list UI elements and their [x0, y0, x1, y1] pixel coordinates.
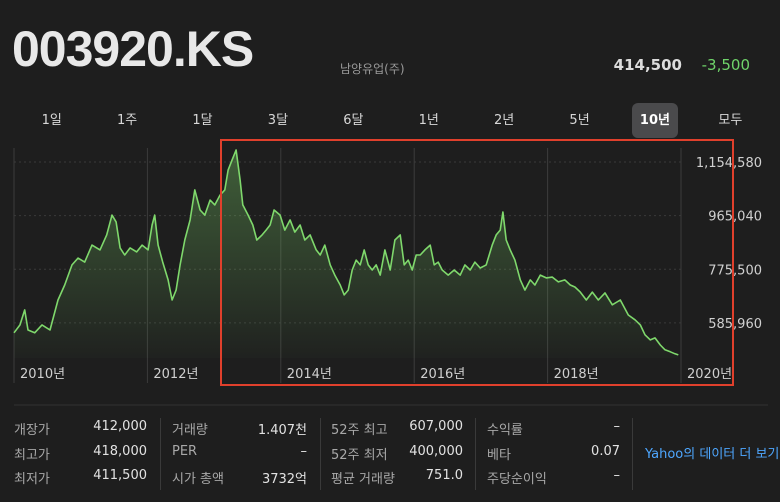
range-tab[interactable]: 1주 — [89, 102, 164, 140]
x-tick-label: 2014년 — [287, 367, 332, 382]
range-tab[interactable]: 1년 — [391, 102, 466, 140]
range-tab[interactable]: 1일 — [14, 102, 89, 140]
range-tab[interactable]: 1달 — [165, 102, 240, 140]
stat-row: 최고가 418,000 — [14, 443, 147, 463]
tab-label: 모두 — [718, 113, 743, 128]
range-tab[interactable]: 6달 — [316, 102, 391, 140]
stat-value: – — [613, 419, 621, 434]
tab-label: 6달 — [343, 113, 364, 128]
y-tick-label: 585,960 — [708, 317, 762, 332]
stat-label: 베타 — [487, 447, 511, 463]
price-change: -3,500 — [701, 56, 750, 74]
separator — [160, 418, 161, 490]
stat-label: 52주 최고 — [331, 423, 388, 438]
stat-label: 최고가 — [14, 447, 50, 463]
x-tick-label: 2010년 — [20, 367, 65, 382]
y-tick-label: 775,500 — [708, 263, 762, 278]
stat-label: 주당순이익 — [487, 472, 547, 487]
stat-row: 최저가 411,500 — [14, 468, 147, 487]
stat-row: 시가 총액 3732억 — [172, 468, 307, 487]
x-tick-label: 2016년 — [420, 367, 465, 382]
stat-value: 607,000 — [409, 419, 463, 434]
stat-row: 거래량 1.407천 — [172, 419, 307, 438]
stat-label: 거래량 — [172, 423, 208, 438]
stat-value: – — [300, 443, 308, 459]
separator — [475, 418, 476, 490]
stat-label: PER — [172, 443, 198, 459]
tab-label: 1일 — [41, 113, 62, 128]
stat-value: 400,000 — [409, 443, 463, 459]
price: 414,500 — [613, 56, 682, 74]
area-fill — [14, 150, 679, 358]
y-tick-label: 1,154,580 — [696, 156, 762, 171]
separator — [632, 418, 633, 490]
tab-label: 2년 — [494, 113, 515, 128]
range-tab[interactable]: 3달 — [240, 102, 315, 140]
stat-row: 수익률 – — [487, 419, 621, 438]
symbol: 003920.KS — [12, 21, 254, 77]
tab-label: 1달 — [192, 113, 213, 128]
tab-label: 5년 — [569, 113, 590, 128]
stat-row: PER – — [172, 444, 307, 462]
stat-value: 3732억 — [261, 472, 307, 487]
range-tabs: 1일 1주 1달 3달 6달 1년 2년 5년 10년 모두 — [14, 102, 768, 140]
stat-value: 412,000 — [93, 419, 147, 434]
stat-label: 시가 총액 — [172, 472, 224, 487]
x-tick-label: 2020년 — [687, 367, 732, 382]
stat-value: 418,000 — [93, 443, 147, 459]
stat-label: 개장가 — [14, 423, 50, 438]
stat-row: 개장가 412,000 — [14, 419, 147, 438]
x-tick-label: 2012년 — [153, 367, 198, 382]
y-tick-label: 965,040 — [708, 210, 762, 225]
stat-value: 1.407천 — [257, 423, 307, 438]
highlight-box — [220, 139, 734, 386]
stat-label: 평균 거래량 — [331, 472, 395, 487]
stat-row: 베타 0.07 — [487, 443, 620, 463]
range-tab[interactable]: 5년 — [542, 102, 617, 140]
range-tab[interactable]: 2년 — [466, 102, 541, 140]
stat-row: 주당순이익 – — [487, 468, 621, 487]
stat-value: 411,500 — [93, 468, 147, 483]
stat-value: 751.0 — [425, 468, 463, 483]
stat-row: 52주 최고 607,000 — [331, 419, 463, 438]
tab-label: 1년 — [418, 113, 439, 128]
more-data-link[interactable]: Yahoo의 데이터 더 보기 — [645, 447, 780, 462]
stat-value: – — [613, 468, 621, 483]
range-tab[interactable]: 모두 — [693, 102, 768, 140]
tab-label: 10년 — [631, 103, 678, 138]
stat-row: 52주 최저 400,000 — [331, 443, 463, 463]
company-name: 남양유업(주) — [340, 62, 405, 76]
stat-label: 52주 최저 — [331, 447, 388, 463]
separator — [320, 418, 321, 490]
stat-label: 수익률 — [487, 423, 523, 438]
x-tick-label: 2018년 — [554, 367, 599, 382]
stat-value: 0.07 — [591, 443, 620, 459]
stat-row: 평균 거래량 751.0 — [331, 468, 463, 487]
tab-label: 1주 — [116, 113, 138, 128]
price-line — [13, 149, 679, 356]
tab-label: 3달 — [267, 113, 289, 128]
range-tab[interactable]: 10년 — [617, 102, 692, 140]
stat-label: 최저가 — [14, 472, 50, 487]
